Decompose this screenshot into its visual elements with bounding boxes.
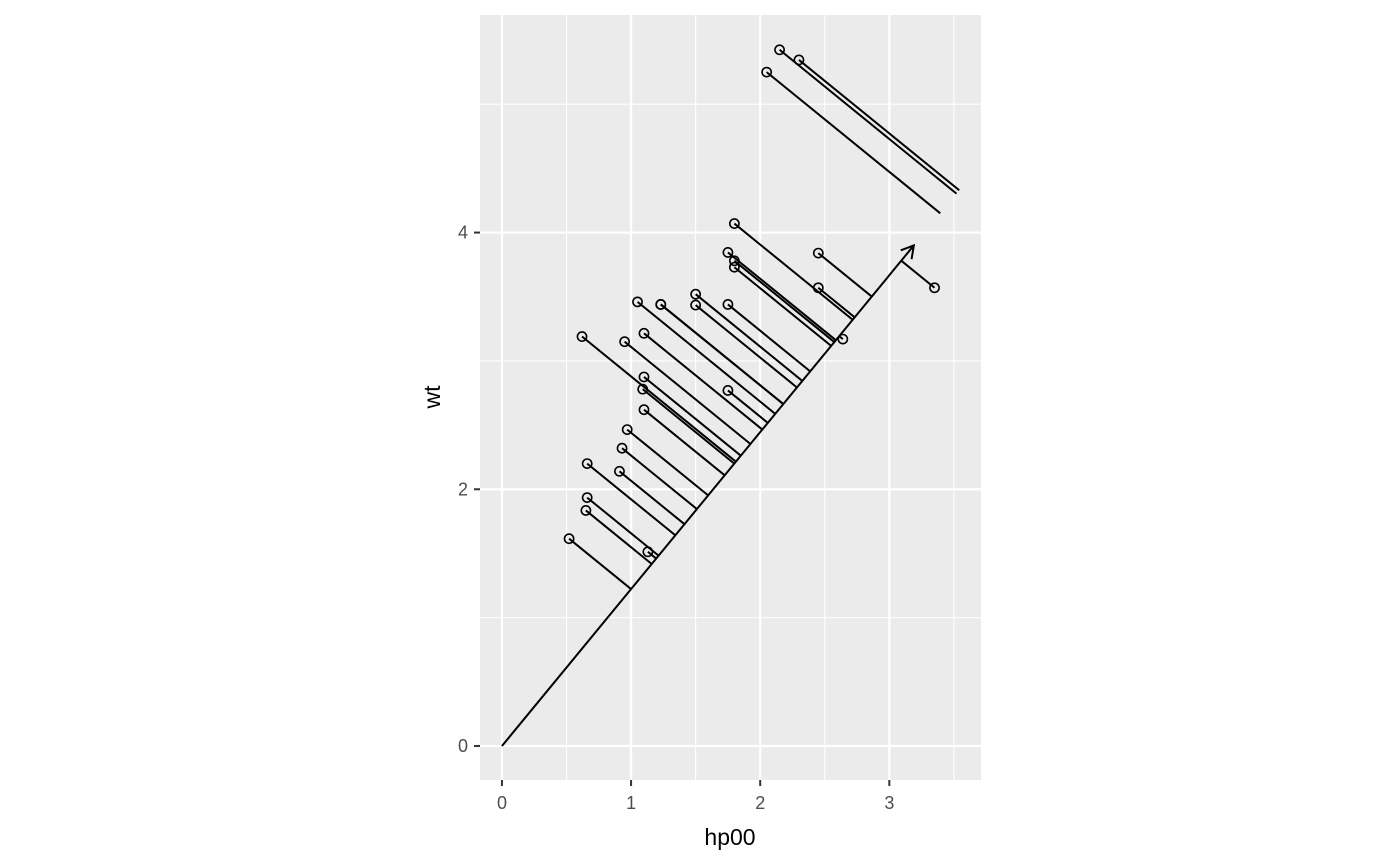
projection-line xyxy=(643,408,726,477)
data-point xyxy=(728,261,740,273)
arrow-shaft xyxy=(501,244,915,747)
projection-line xyxy=(727,303,811,373)
projection-line xyxy=(727,251,837,341)
projection-line xyxy=(733,222,854,321)
projection-line xyxy=(586,462,676,537)
projection-line xyxy=(695,293,803,382)
projection-line xyxy=(733,260,835,343)
data-point xyxy=(632,296,643,308)
data-point xyxy=(837,333,849,345)
data-point xyxy=(580,505,592,516)
plot-panel xyxy=(480,15,981,780)
x-tick-label: 3 xyxy=(884,793,894,813)
projection-line xyxy=(817,286,856,319)
data-point xyxy=(581,492,593,504)
projection-line xyxy=(626,428,709,497)
y-tick-label: 2 xyxy=(458,479,468,499)
data-point xyxy=(638,404,650,416)
x-axis: 0 1 2 3 xyxy=(497,780,894,813)
projection-lines xyxy=(568,49,960,590)
data-point xyxy=(619,336,631,348)
projection-line xyxy=(568,537,632,590)
x-axis-title: hp00 xyxy=(704,824,755,850)
y-tick-label: 4 xyxy=(458,223,468,243)
data-point xyxy=(929,282,940,294)
projection-line xyxy=(623,340,752,445)
data-point xyxy=(812,282,824,294)
x-tick-label: 2 xyxy=(755,793,765,813)
arrow-head xyxy=(900,243,916,260)
x-tick-label: 1 xyxy=(626,793,636,813)
data-point xyxy=(638,371,650,383)
data-point xyxy=(793,54,805,66)
data-point xyxy=(563,533,575,545)
projection-line xyxy=(798,59,960,192)
data-point xyxy=(621,424,633,435)
projection-line xyxy=(778,49,958,195)
data-point xyxy=(690,288,702,300)
projection-line xyxy=(585,509,653,565)
data-point xyxy=(728,218,740,229)
projection-line xyxy=(817,252,873,298)
y-axis-title: wt xyxy=(419,385,445,410)
data-point xyxy=(614,465,625,477)
projection-line xyxy=(581,335,737,463)
projection-line xyxy=(636,301,776,415)
data-point xyxy=(722,299,734,310)
data-point xyxy=(655,299,667,310)
data-point xyxy=(576,331,588,342)
projection-line xyxy=(766,71,941,215)
data-point xyxy=(581,458,593,470)
x-tick-label: 0 xyxy=(497,793,507,813)
projection-line xyxy=(727,389,769,424)
projection-line xyxy=(642,388,735,465)
projection-line xyxy=(643,332,763,431)
data-point xyxy=(642,546,654,558)
projection-line xyxy=(900,259,936,289)
points xyxy=(563,44,940,558)
projection-line xyxy=(733,266,832,347)
direction-arrow xyxy=(501,243,916,747)
data-point xyxy=(761,66,773,78)
data-point xyxy=(728,255,740,267)
data-point xyxy=(637,383,649,395)
y-axis: 0 2 4 xyxy=(458,223,480,756)
data-point xyxy=(690,299,702,311)
projection-line xyxy=(695,304,798,389)
projection-line xyxy=(618,470,686,525)
projection-line xyxy=(621,447,698,510)
y-tick-label: 0 xyxy=(458,736,468,756)
grid-major xyxy=(480,15,981,780)
data-point xyxy=(774,44,785,56)
data-point xyxy=(812,247,824,259)
data-point xyxy=(722,247,734,258)
data-point xyxy=(616,442,628,454)
projection-line xyxy=(643,376,742,457)
projection-line xyxy=(586,496,660,557)
projection-line xyxy=(660,303,784,405)
data-point xyxy=(722,385,734,396)
data-point xyxy=(638,327,650,339)
